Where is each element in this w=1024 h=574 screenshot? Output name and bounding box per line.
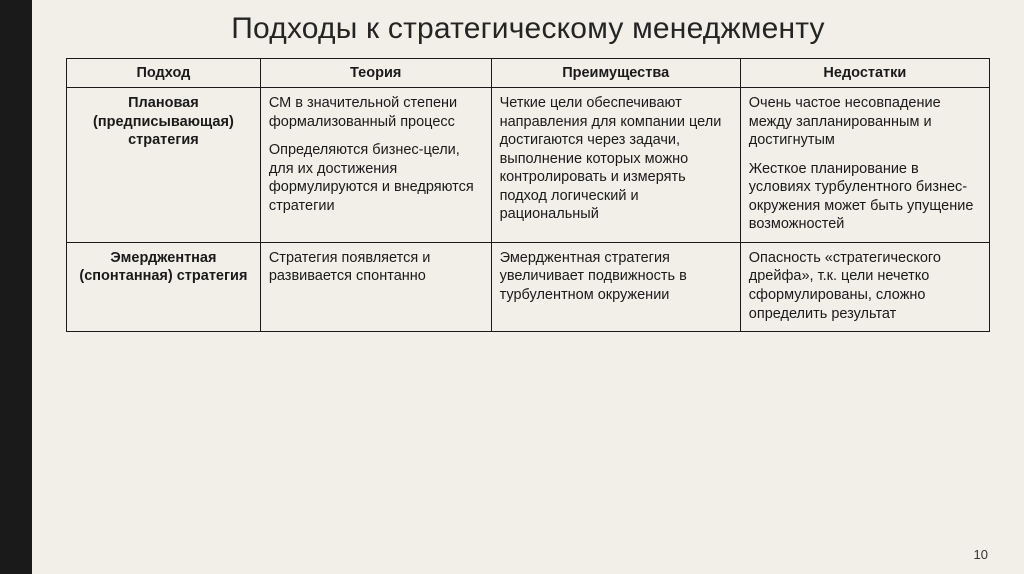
- slide-title: Подходы к стратегическому менеджменту: [66, 10, 990, 48]
- col-header-disadvantages: Недостатки: [740, 58, 989, 88]
- table-header-row: Подход Теория Преимущества Недостатки: [67, 58, 990, 88]
- table-row: Эмерджентная (спонтанная) стратегия Стра…: [67, 242, 990, 331]
- col-header-approach: Подход: [67, 58, 261, 88]
- cell-paragraph: Определяются бизнес-цели, для их достиже…: [269, 141, 483, 215]
- slide-content: Подходы к стратегическому менеджменту По…: [32, 0, 1024, 574]
- row-advantages: Эмерджентная стратегия увеличивает подви…: [491, 242, 740, 331]
- cell-paragraph: Четкие цели обеспечивают направления для…: [500, 94, 732, 224]
- table-row: Плановая (предписывающая) стратегия СМ в…: [67, 88, 990, 243]
- row-theory: СМ в значительной степени формализованны…: [260, 88, 491, 243]
- cell-paragraph: Жесткое планирование в условиях турбулен…: [749, 160, 981, 234]
- page-number: 10: [974, 547, 988, 562]
- row-advantages: Четкие цели обеспечивают направления для…: [491, 88, 740, 243]
- row-theory: Стратегия появляется и развивается спонт…: [260, 242, 491, 331]
- col-header-advantages: Преимущества: [491, 58, 740, 88]
- cell-paragraph: Очень частое несовпадение между запланир…: [749, 94, 981, 150]
- row-approach: Эмерджентная (спонтанная) стратегия: [67, 242, 261, 331]
- cell-paragraph: Стратегия появляется и развивается спонт…: [269, 249, 483, 286]
- row-disadvantages: Очень частое несовпадение между запланир…: [740, 88, 989, 243]
- row-approach: Плановая (предписывающая) стратегия: [67, 88, 261, 243]
- row-disadvantages: Опасность «стратегического дрейфа», т.к.…: [740, 242, 989, 331]
- cell-paragraph: Опасность «стратегического дрейфа», т.к.…: [749, 249, 981, 323]
- accent-bar: [0, 0, 32, 574]
- cell-paragraph: СМ в значительной степени формализованны…: [269, 94, 483, 131]
- approaches-table: Подход Теория Преимущества Недостатки Пл…: [66, 58, 990, 333]
- cell-paragraph: Эмерджентная стратегия увеличивает подви…: [500, 249, 732, 305]
- col-header-theory: Теория: [260, 58, 491, 88]
